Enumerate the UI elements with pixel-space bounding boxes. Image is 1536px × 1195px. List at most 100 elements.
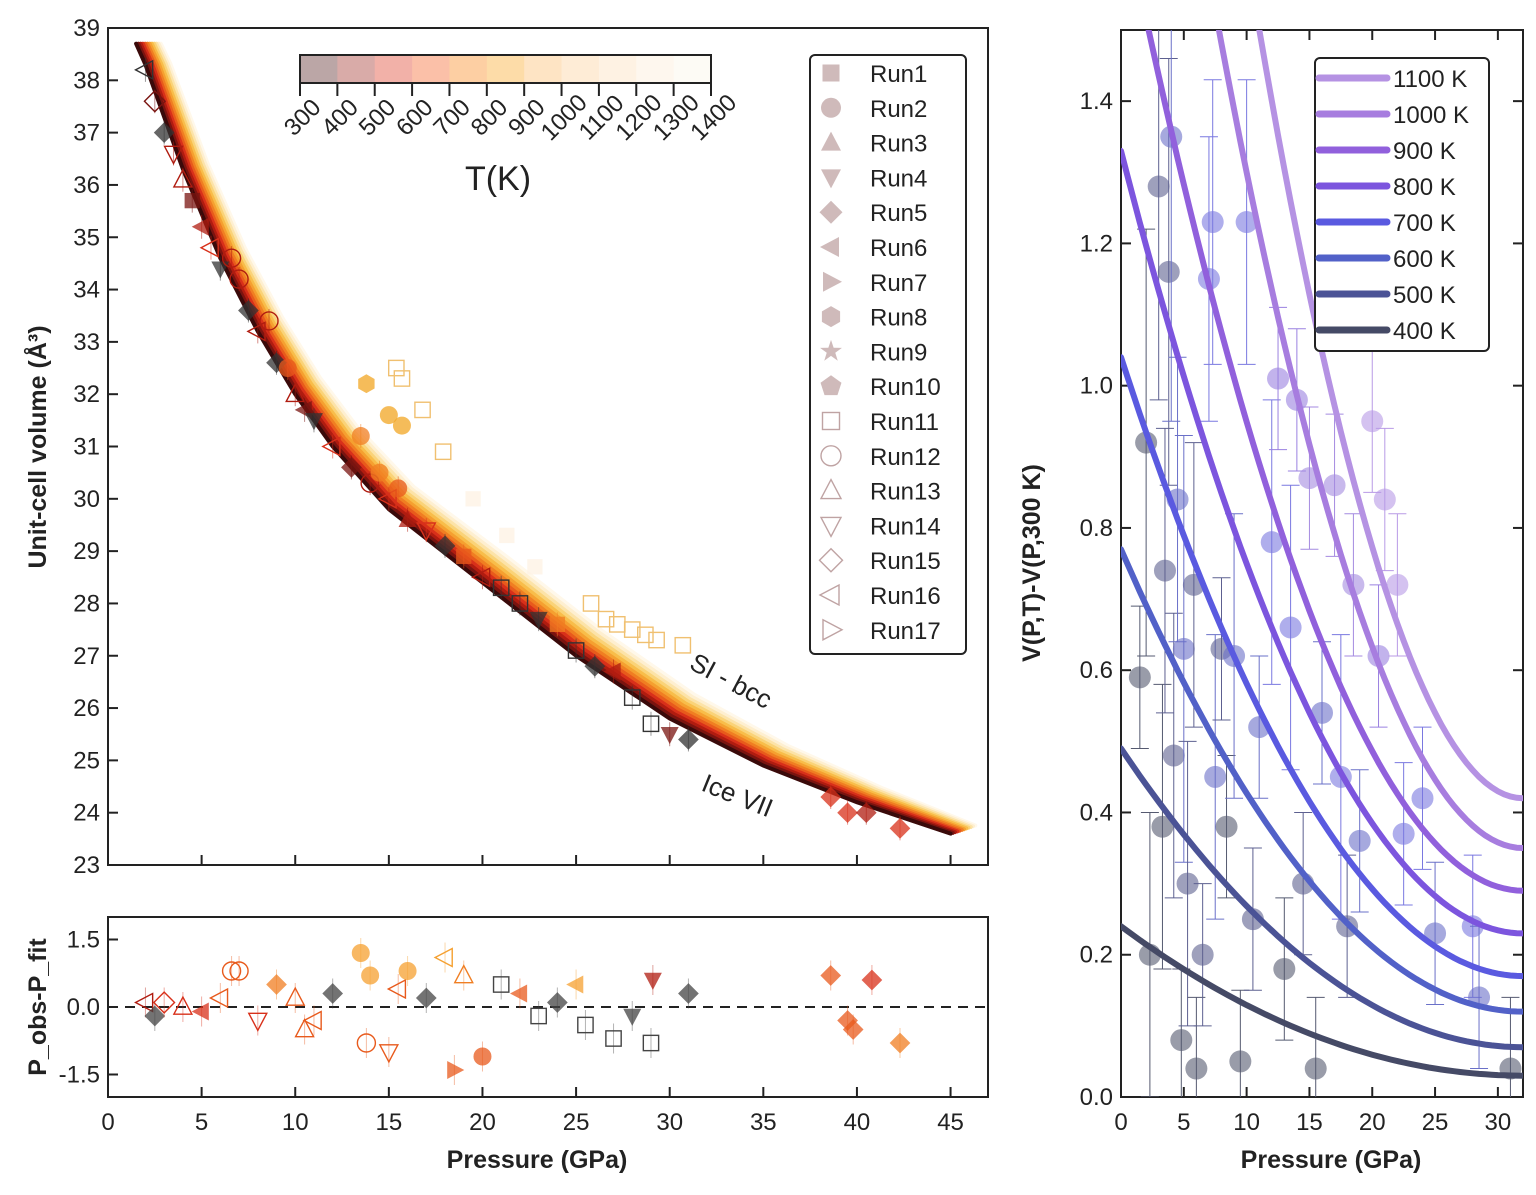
si-bcc-point-run11 (434, 443, 452, 461)
main-y-tick-label: 27 (73, 643, 100, 670)
right-y-tick-label: 0.0 (1080, 1084, 1113, 1111)
residual-point-run2 (398, 962, 417, 980)
legend-marker-run7 (823, 271, 842, 292)
data-point-run5 (889, 818, 911, 839)
legend-label-run4: Run4 (870, 165, 927, 192)
isotherm-500K (138, 41, 957, 835)
residual-point-run2 (361, 966, 380, 985)
data-point-run14 (163, 145, 184, 165)
data-point-run6 (191, 217, 209, 236)
legend-marker-run1 (822, 64, 840, 82)
residual-point-run16 (208, 987, 229, 1009)
residual-x-tick-label: 10 (282, 1109, 309, 1136)
residual-point-run13 (172, 995, 194, 1015)
data-point-700K (1260, 531, 1283, 554)
isotherm-300K (134, 41, 953, 836)
main-y-tick-label: 31 (73, 434, 100, 461)
data-point-400K (1273, 957, 1296, 980)
legend-label-run2: Run2 (870, 96, 927, 123)
right-y-tick-label: 0.8 (1080, 515, 1113, 542)
data-point-run12 (229, 269, 249, 289)
main-y-tick-label: 30 (73, 486, 100, 513)
right-y-tick-label: 1.2 (1080, 230, 1113, 257)
main-y-tick-label: 32 (73, 381, 100, 408)
data-point-run11 (492, 579, 510, 597)
main-y-tick-label: 35 (73, 224, 100, 251)
residual-x-tick-label: 45 (937, 1109, 964, 1136)
residual-point-run14 (247, 1012, 268, 1032)
residual-y-tick-label: 0.0 (67, 994, 100, 1021)
main-y-tick-label: 39 (73, 15, 100, 42)
data-point-500K (1153, 559, 1176, 582)
right-y-tick-label: 0.2 (1080, 942, 1113, 969)
right-x-tick-label: 5 (1177, 1109, 1190, 1136)
data-point-600K (1424, 922, 1447, 945)
data-point-run14 (416, 522, 437, 542)
residual-x-tick-label: 35 (750, 1109, 777, 1136)
colorbar-segment (486, 55, 525, 83)
right-x-tick-label: 10 (1233, 1109, 1260, 1136)
data-point-500K (1191, 943, 1214, 966)
data-point-run2 (389, 479, 408, 498)
legend-label-run12: Run12 (870, 444, 941, 471)
si-bcc-point-run11 (674, 636, 692, 654)
colorbar-segment (449, 55, 488, 83)
main-y-tick-label: 33 (73, 329, 100, 356)
legend-label-run10: Run10 (870, 374, 941, 401)
data-point-500K (1147, 175, 1170, 198)
right-y-tick-label: 0.4 (1080, 799, 1113, 826)
residual-point-run5 (415, 987, 437, 1009)
fit-curve-600K (1121, 546, 1523, 1015)
si-bcc-point-run11 (623, 621, 641, 638)
si-bcc-point-run1 (465, 491, 481, 507)
residual-x-axis-label: Pressure (GPa) (447, 1146, 628, 1174)
data-point-400K (1128, 666, 1151, 689)
colorbar-segment (412, 55, 450, 83)
legend-label-run3: Run3 (870, 131, 927, 158)
fit-curve-1000K (1215, 30, 1523, 851)
colorbar-segment (636, 55, 675, 83)
si-bcc-point-run11 (637, 626, 654, 644)
residual-point-run16 (433, 947, 453, 968)
legend-marker-run12 (820, 445, 842, 467)
legend-label-run13: Run13 (870, 479, 941, 506)
colorbar-segment (524, 55, 563, 83)
colorbar-frame (299, 54, 712, 84)
data-point-run5 (678, 729, 699, 750)
legend-label-1000K: 1000 K (1393, 102, 1469, 129)
data-point-400K (1304, 1057, 1327, 1080)
main-y-tick-label: 29 (73, 538, 100, 565)
data-point-run5 (266, 352, 287, 374)
data-point-900K (1323, 474, 1346, 497)
residual-point-run16 (134, 992, 154, 1013)
data-point-1000K (1386, 573, 1409, 596)
residual-point-run13 (285, 986, 306, 1006)
data-point-run16 (134, 59, 154, 81)
residual-x-tick-label: 0 (101, 1109, 114, 1136)
data-point-run5 (584, 655, 606, 677)
data-point-700K (1201, 211, 1224, 234)
main-y-tick-label: 37 (73, 120, 100, 147)
data-point-600K (1204, 765, 1227, 788)
residual-point-run11 (492, 976, 510, 993)
right-data (1121, 30, 1523, 1097)
data-point-1000K (1373, 488, 1396, 511)
right-x-axis-label: Pressure (GPa) (1241, 1146, 1422, 1174)
data-point-run16 (377, 488, 397, 509)
si-bcc-point-run2 (392, 416, 411, 435)
right-plot: 0 5 10 15 20 25 30 0.0 0.2 0.4 0.6 0.8 1.0 1.2 1.4 1100… (1080, 29, 1524, 1136)
fit-curve-800K (1121, 147, 1523, 937)
residual-point-run5 (889, 1032, 911, 1054)
residual-point-run5 (820, 965, 842, 986)
data-point-run15 (143, 89, 167, 113)
colorbar-tick-label: 400 (316, 94, 363, 141)
legend-marker-run2 (821, 97, 841, 118)
fit-curve-400K (1121, 923, 1523, 1079)
legend-label-run11: Run11 (870, 409, 939, 436)
data-point-run1 (549, 616, 566, 633)
isotherm-1200K (154, 41, 973, 829)
residual-y-axis-label: P_obs-P_fit (24, 938, 52, 1076)
legend-label-600K: 600 K (1393, 246, 1456, 273)
main-y-tick-label: 26 (73, 695, 100, 722)
data-point-400K (1215, 815, 1238, 838)
